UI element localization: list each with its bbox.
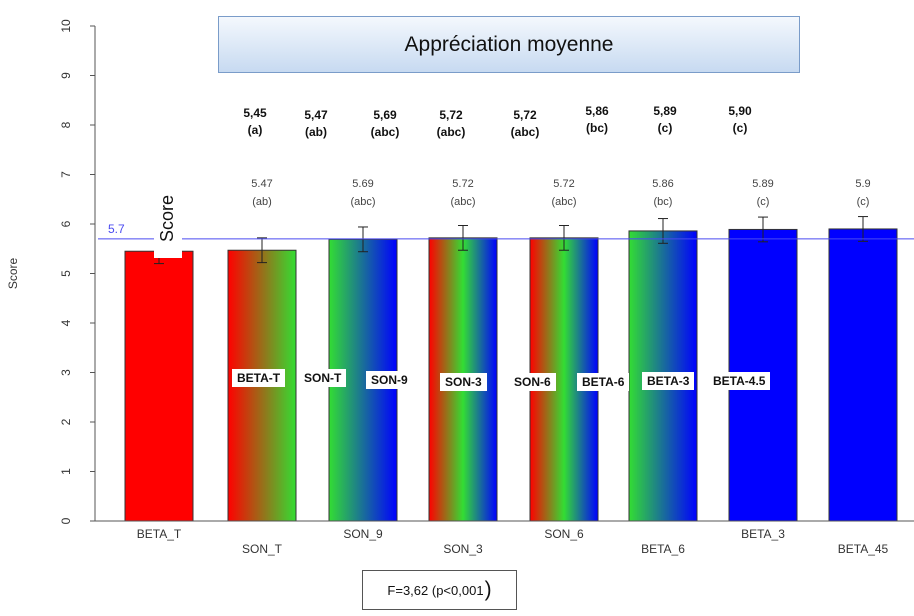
annotation-group: (abc) xyxy=(510,125,540,139)
annotation-value: 5,86 xyxy=(585,104,609,118)
value-label: 5.9 xyxy=(855,178,870,190)
annotation-group: (a) xyxy=(247,123,263,137)
statistics-box: F=3,62 (p<0,001) xyxy=(362,570,517,610)
group-label: (ab) xyxy=(252,196,272,208)
treatment-label: SON-3 xyxy=(440,373,487,391)
annotation-value: 5,90 xyxy=(728,104,752,118)
statistics-paren: ) xyxy=(484,578,492,601)
category-label: BETA_T xyxy=(137,527,182,541)
bar-BETA_45 xyxy=(828,228,898,522)
mean-line-label: 5.7 xyxy=(108,222,125,236)
category-label: SON_T xyxy=(242,542,283,556)
group-label: (abc) xyxy=(551,196,576,208)
significance-annotation: 5,90 (c) xyxy=(710,103,770,137)
y-tick-label: 4 xyxy=(59,319,73,326)
significance-annotation: 5,47 (ab) xyxy=(286,107,346,141)
category-label: SON_9 xyxy=(343,527,383,541)
category-label: BETA_45 xyxy=(838,542,889,556)
score-overlay-label: Score xyxy=(154,178,182,258)
value-label: 5.47 xyxy=(251,178,272,190)
significance-annotation: 5,72 (abc) xyxy=(495,107,555,141)
annotation-value: 5,47 xyxy=(304,108,328,122)
category-label: BETA_3 xyxy=(741,527,785,541)
annotation-value: 5,89 xyxy=(653,104,677,118)
value-label: 5.72 xyxy=(553,178,574,190)
treatment-label: SON-T xyxy=(299,369,347,387)
group-label: (c) xyxy=(757,196,770,208)
y-tick-label: 2 xyxy=(59,418,73,425)
group-label: (c) xyxy=(857,196,870,208)
y-axis-label: Score xyxy=(6,258,20,290)
value-label: 5.69 xyxy=(352,178,373,190)
treatment-label: SON-6 xyxy=(509,373,556,391)
value-label: 5.89 xyxy=(752,178,773,190)
annotation-group: (ab) xyxy=(305,125,327,139)
category-label: SON_6 xyxy=(544,527,584,541)
y-tick-label: 5 xyxy=(59,270,73,277)
annotation-group: (abc) xyxy=(370,125,400,139)
treatment-label: BETA-4.5 xyxy=(708,372,771,390)
significance-annotation: 5,89 (c) xyxy=(635,103,695,137)
value-label: 5.86 xyxy=(652,178,673,190)
y-tick-label: 10 xyxy=(59,19,73,33)
significance-annotation: 5,72 (abc) xyxy=(421,107,481,141)
value-label: 5.72 xyxy=(452,178,473,190)
group-label: (abc) xyxy=(350,196,375,208)
score-overlay-text: Score xyxy=(157,194,178,242)
group-label: (abc) xyxy=(450,196,475,208)
bar-BETA_T xyxy=(124,250,194,522)
treatment-label: SON-9 xyxy=(366,371,413,389)
annotation-group: (c) xyxy=(732,121,748,135)
annotation-value: 5,72 xyxy=(439,108,463,122)
y-tick-label: 7 xyxy=(59,171,73,178)
chart-title: Appréciation moyenne xyxy=(218,16,800,73)
annotation-group: (c) xyxy=(657,121,673,135)
y-tick-label: 0 xyxy=(59,517,73,524)
annotation-value: 5,45 xyxy=(243,106,267,120)
category-label: BETA_6 xyxy=(641,542,685,556)
y-tick-label: 1 xyxy=(59,468,73,475)
group-label: (bc) xyxy=(654,196,673,208)
annotation-group: (bc) xyxy=(586,121,608,135)
treatment-label: BETA-3 xyxy=(642,372,695,390)
y-tick-label: 3 xyxy=(59,369,73,376)
significance-annotation: 5,45 (a) xyxy=(225,105,285,139)
statistics-text: F=3,62 (p<0,001 xyxy=(387,582,484,598)
significance-annotation: 5,69 (abc) xyxy=(355,107,415,141)
y-tick-label: 9 xyxy=(59,72,73,79)
annotation-group: (abc) xyxy=(436,125,466,139)
treatment-label: BETA-T xyxy=(232,369,286,387)
annotation-value: 5,69 xyxy=(373,108,397,122)
category-label: SON_3 xyxy=(443,542,483,556)
y-tick-label: 6 xyxy=(59,220,73,227)
annotation-value: 5,72 xyxy=(513,108,537,122)
y-tick-label: 8 xyxy=(59,121,73,128)
treatment-label: BETA-6 xyxy=(577,373,630,391)
significance-annotation: 5,86 (bc) xyxy=(567,103,627,137)
